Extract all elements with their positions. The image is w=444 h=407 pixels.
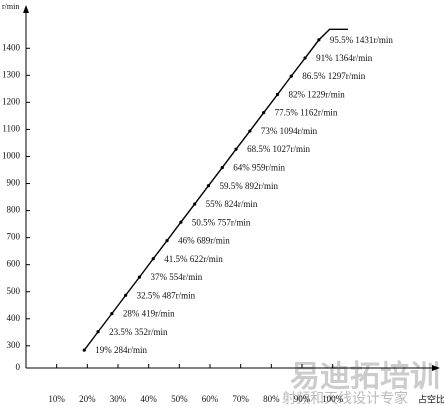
point [137, 275, 142, 279]
point [124, 293, 128, 297]
x-axis-arrow [432, 365, 440, 371]
point [206, 184, 211, 188]
y-tick-label: 800 [7, 205, 21, 215]
x-tick-label: 80% [263, 394, 280, 404]
point [275, 92, 280, 97]
point-label: 95.5% 1431r/min [330, 35, 393, 45]
point [110, 312, 114, 316]
point [317, 38, 321, 42]
point [220, 165, 224, 170]
point-label: 23.5% 352r/min [109, 327, 168, 337]
x-axis-label: 占空比 [418, 394, 444, 406]
y-tick-label: 500 [7, 286, 21, 296]
point [289, 74, 293, 78]
point [82, 348, 86, 352]
y-tick-label: 1000 [2, 151, 21, 161]
y-axis-label: r/min [2, 2, 19, 11]
y-tick-label: 400 [7, 313, 21, 323]
y-tick-label: 1400 [2, 42, 21, 52]
x-tick-label: 10% [48, 394, 65, 404]
point-label: 46% 689r/min [178, 236, 230, 246]
x-tick-label: 40% [140, 394, 157, 404]
point [303, 56, 307, 60]
line [83, 28, 348, 351]
point-label: 73% 1094r/min [261, 126, 318, 136]
y-tick-label: 600 [7, 259, 21, 269]
point [165, 238, 169, 243]
y-tick-label: 1100 [2, 123, 20, 133]
watermark-title: 易迪拓培训 [290, 360, 440, 395]
point-label: 77.5% 1162r/min [275, 108, 338, 118]
point-label: 68.5% 1027r/min [247, 144, 310, 154]
x-tick-label: 100% [322, 394, 344, 404]
y-tick-label: 300 [7, 340, 21, 350]
point [179, 220, 183, 224]
point-label: 28% 419r/min [123, 309, 175, 319]
point [262, 111, 266, 115]
point-label: 91% 1364r/min [316, 53, 373, 63]
y-tick-label: 1200 [2, 96, 21, 106]
y-tick-label: 700 [7, 232, 21, 242]
x-tick-label: 60% [202, 394, 219, 404]
point-label: 50.5% 757r/min [192, 217, 251, 227]
point-label: 59.5% 892r/min [219, 181, 278, 191]
point [151, 257, 155, 261]
x-tick-label: 70% [232, 394, 249, 404]
point-label: 82% 1229r/min [288, 90, 345, 100]
point-label: 32.5% 487r/min [137, 290, 196, 300]
x-tick-label: 30% [110, 394, 127, 404]
y-tick-label: 900 [7, 178, 21, 188]
x-tick-label: 20% [79, 394, 96, 404]
point [248, 129, 252, 133]
point [234, 147, 238, 151]
x-tick-label: 90% [294, 394, 311, 404]
point [96, 330, 100, 334]
y-tick-label: 0 [16, 362, 21, 372]
point-label: 41.5% 622r/min [164, 254, 223, 264]
point-label: 55% 824r/min [206, 199, 258, 209]
point-label: 64% 959r/min [233, 163, 285, 173]
point-label: 86.5% 1297r/min [302, 71, 365, 81]
y-axis-arrow [23, 5, 29, 13]
point-label: 37% 554r/min [150, 272, 202, 282]
watermark-subtitle: 射频和天线设计专家 [282, 390, 408, 407]
y-tick-label: 1300 [2, 69, 21, 79]
point [193, 202, 197, 206]
point-label: 19% 284r/min [95, 345, 147, 355]
x-tick-label: 50% [171, 394, 188, 404]
